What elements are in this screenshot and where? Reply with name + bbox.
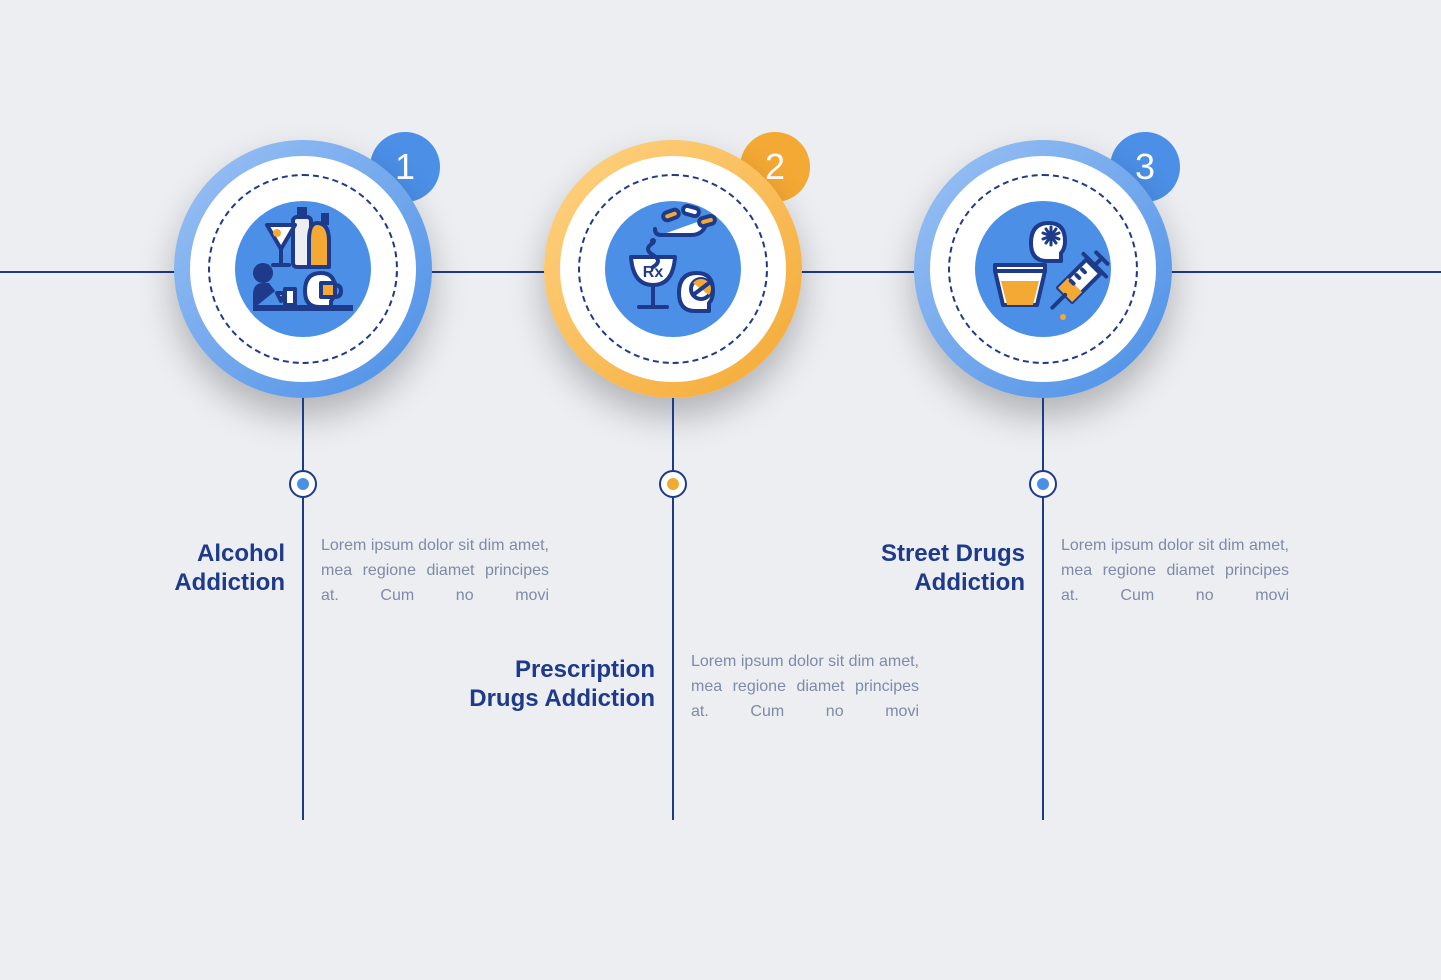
- connector-dot: [659, 470, 687, 498]
- ring-outer: 3: [914, 140, 1172, 398]
- step-1: 1: [148, 140, 458, 960]
- step-3: 3: [888, 140, 1198, 960]
- step-title: Street Drugs Addiction: [835, 540, 1025, 598]
- step-body: Lorem ipsum dolor sit dim amet, mea regi…: [321, 534, 549, 608]
- ring-outer: 1: [174, 140, 432, 398]
- ring-outer: 2 Rx: [544, 140, 802, 398]
- connector-dot: [1029, 470, 1057, 498]
- step-icon: [958, 184, 1128, 354]
- step-icon: [218, 184, 388, 354]
- step-title: Prescription Drugs Addiction: [465, 656, 655, 714]
- drop-line: [302, 398, 304, 820]
- step-body: Lorem ipsum dolor sit dim amet, mea regi…: [691, 650, 919, 724]
- step-body: Lorem ipsum dolor sit dim amet, mea regi…: [1061, 534, 1289, 608]
- connector-dot: [289, 470, 317, 498]
- step-icon: Rx: [588, 184, 758, 354]
- step-2: 2 Rx: [518, 140, 828, 960]
- drop-line: [1042, 398, 1044, 820]
- step-title: Alcohol Addiction: [95, 540, 285, 598]
- drop-line: [672, 398, 674, 820]
